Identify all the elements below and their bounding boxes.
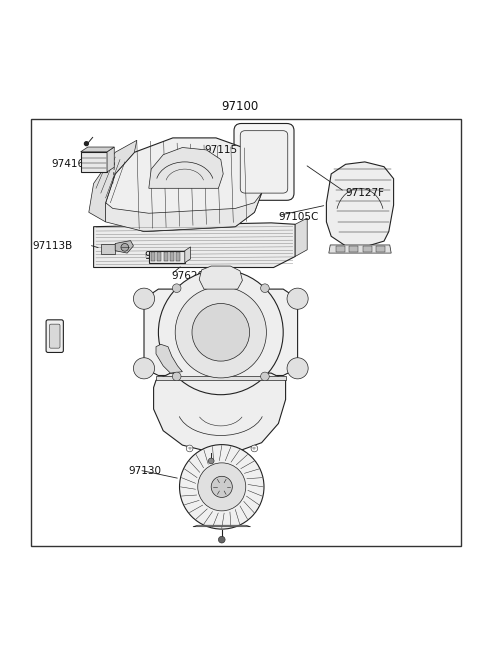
Polygon shape (185, 247, 191, 263)
Bar (176, 252, 180, 261)
Polygon shape (326, 162, 394, 247)
Circle shape (251, 445, 258, 452)
Text: 97130: 97130 (129, 466, 162, 476)
FancyBboxPatch shape (46, 320, 63, 352)
Bar (349, 246, 358, 252)
Bar (376, 246, 385, 252)
Polygon shape (295, 218, 307, 257)
Bar (81, 152, 107, 172)
Circle shape (172, 372, 181, 381)
Circle shape (211, 476, 232, 497)
Circle shape (84, 141, 88, 145)
Bar (151, 252, 155, 261)
Circle shape (180, 445, 264, 529)
Bar (149, 251, 185, 263)
Bar (336, 246, 345, 252)
Text: 97632B: 97632B (144, 252, 184, 261)
Text: 97115: 97115 (204, 145, 237, 155)
Polygon shape (193, 525, 251, 527)
Circle shape (121, 244, 129, 251)
Bar (363, 246, 372, 252)
Circle shape (192, 303, 250, 361)
Circle shape (186, 445, 193, 452)
Polygon shape (154, 373, 286, 453)
Polygon shape (199, 266, 242, 289)
Bar (101, 244, 115, 254)
FancyBboxPatch shape (240, 131, 288, 193)
Bar (170, 252, 174, 261)
Text: 97127F: 97127F (346, 188, 384, 198)
Polygon shape (106, 138, 262, 231)
Circle shape (133, 358, 155, 379)
Circle shape (175, 287, 266, 378)
Circle shape (208, 458, 214, 464)
Polygon shape (144, 289, 298, 375)
Polygon shape (89, 140, 137, 222)
Text: 97113B: 97113B (33, 241, 73, 251)
Text: 97620C: 97620C (172, 271, 212, 280)
Polygon shape (149, 147, 223, 188)
FancyBboxPatch shape (234, 124, 294, 200)
Text: 97100: 97100 (221, 100, 259, 113)
Polygon shape (94, 223, 295, 267)
Bar (157, 252, 161, 261)
Circle shape (287, 358, 308, 379)
Polygon shape (329, 245, 391, 253)
Circle shape (261, 284, 269, 293)
Circle shape (218, 536, 225, 543)
Circle shape (198, 463, 246, 511)
Bar (31, 119, 461, 546)
Polygon shape (156, 345, 182, 373)
Polygon shape (115, 240, 133, 253)
Circle shape (261, 372, 269, 381)
Circle shape (133, 288, 155, 309)
FancyBboxPatch shape (49, 324, 60, 348)
Polygon shape (106, 193, 262, 231)
Circle shape (158, 270, 283, 395)
Text: 97416: 97416 (52, 159, 85, 169)
Circle shape (172, 284, 181, 293)
Circle shape (287, 288, 308, 309)
Bar (164, 252, 168, 261)
Polygon shape (81, 147, 114, 152)
Text: 97105C: 97105C (278, 212, 319, 222)
Polygon shape (107, 147, 114, 172)
Polygon shape (156, 375, 286, 381)
